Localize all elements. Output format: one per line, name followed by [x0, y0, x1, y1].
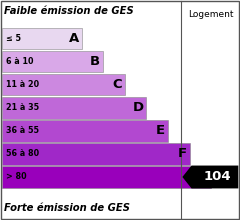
Text: 56 à 80: 56 à 80 [6, 149, 39, 158]
Text: Forte émission de GES: Forte émission de GES [4, 203, 130, 213]
FancyBboxPatch shape [2, 120, 168, 142]
Text: Faible émission de GES: Faible émission de GES [4, 6, 134, 15]
Text: E: E [156, 124, 165, 137]
FancyBboxPatch shape [2, 51, 103, 72]
FancyBboxPatch shape [2, 97, 146, 119]
FancyBboxPatch shape [2, 74, 125, 95]
Text: 36 à 55: 36 à 55 [6, 126, 39, 135]
Text: F: F [178, 147, 187, 160]
Text: G: G [198, 170, 208, 183]
Text: > 80: > 80 [6, 172, 27, 182]
Text: 6 à 10: 6 à 10 [6, 57, 34, 66]
Text: 104: 104 [204, 170, 231, 183]
Text: C: C [112, 78, 122, 91]
Polygon shape [182, 166, 238, 188]
Text: Logement: Logement [188, 10, 233, 19]
Text: ≤ 5: ≤ 5 [6, 34, 21, 43]
FancyBboxPatch shape [2, 28, 82, 49]
Text: D: D [132, 101, 144, 114]
Text: B: B [90, 55, 100, 68]
FancyBboxPatch shape [2, 143, 190, 165]
Text: 21 à 35: 21 à 35 [6, 103, 39, 112]
Text: A: A [68, 32, 79, 45]
FancyBboxPatch shape [2, 166, 211, 188]
Text: 11 à 20: 11 à 20 [6, 80, 39, 89]
